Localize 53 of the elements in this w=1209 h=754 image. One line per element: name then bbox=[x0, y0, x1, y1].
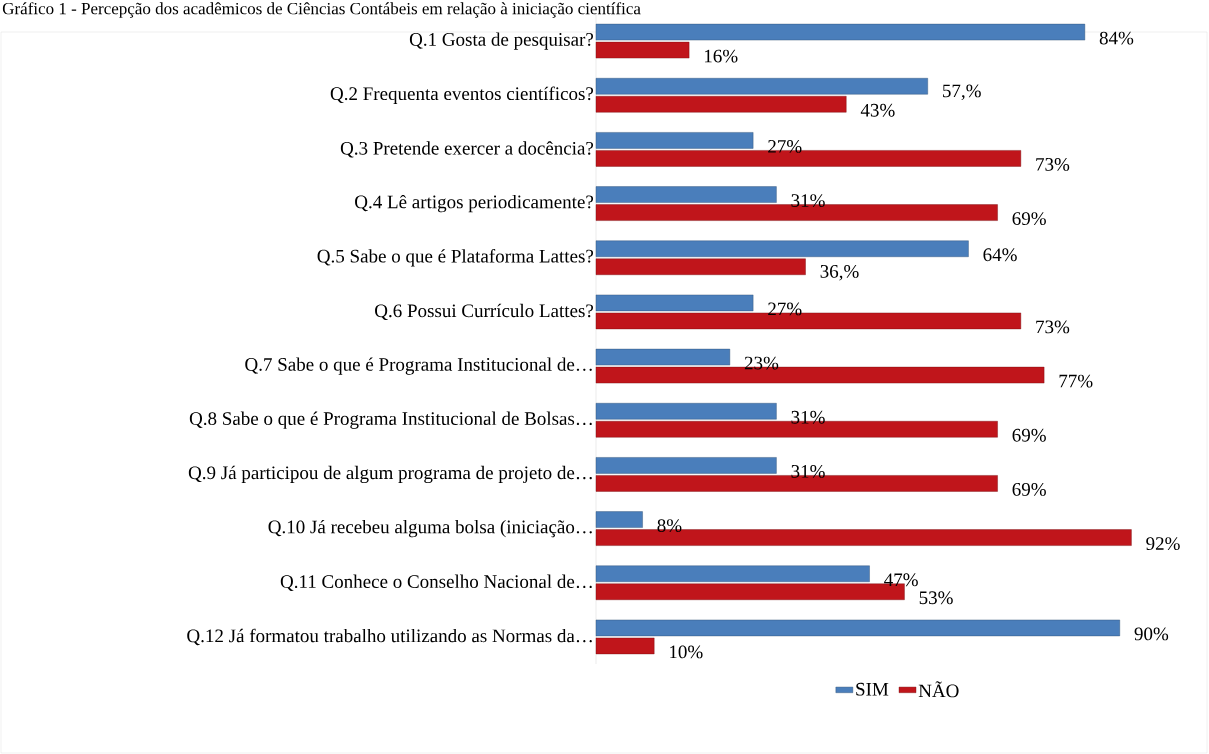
bar bbox=[595, 186, 777, 203]
bar bbox=[595, 78, 928, 95]
bar bbox=[595, 511, 643, 528]
legend-label: NÃO bbox=[918, 681, 959, 698]
bar bbox=[595, 294, 754, 312]
bar bbox=[595, 132, 754, 149]
legend-label: SIM bbox=[856, 682, 889, 696]
data-label: 27% bbox=[768, 139, 802, 153]
data-label: 77% bbox=[1059, 374, 1093, 388]
bar bbox=[595, 619, 1120, 637]
data-label: 36,% bbox=[820, 264, 859, 281]
bar bbox=[595, 457, 777, 474]
data-label: 64% bbox=[983, 248, 1017, 262]
y-tick-label: Q.7 Sabe o que é Programa Institucional de… bbox=[245, 357, 592, 375]
data-label: 57,% bbox=[943, 84, 981, 101]
data-label: 23% bbox=[744, 356, 779, 370]
data-label: 31% bbox=[791, 410, 825, 424]
y-tick-label: Q.10 Já recebeu alguma bolsa (iniciação… bbox=[268, 519, 592, 538]
data-label: 92% bbox=[1146, 537, 1180, 551]
data-label: 43% bbox=[860, 103, 895, 117]
y-tick-label: Q.3 Pretende exercer a docência? bbox=[340, 141, 594, 158]
y-tick-label: Q.1 Gosta de pesquisar? bbox=[409, 32, 594, 50]
data-label: 47% bbox=[884, 573, 918, 587]
y-tick-label: Q.2 Frequenta eventos científicos? bbox=[330, 86, 594, 104]
data-label: 69% bbox=[1012, 482, 1046, 496]
data-label: 69% bbox=[1012, 428, 1046, 442]
bar bbox=[595, 23, 1086, 41]
data-label: 84% bbox=[1099, 31, 1134, 45]
y-tick-label: Q.5 Sabe o que é Plataforma Lattes? bbox=[317, 249, 594, 267]
data-label: 31% bbox=[791, 464, 825, 478]
data-label: 10% bbox=[670, 645, 703, 659]
y-tick-label: Q.12 Já formatou trabalho utilizando as Normas da… bbox=[187, 628, 592, 646]
data-label: 69% bbox=[1012, 212, 1046, 226]
data-label: 27% bbox=[768, 302, 802, 316]
data-label: 16% bbox=[704, 49, 738, 63]
y-tick-label: Q.6 Possui Currículo Lattes? bbox=[375, 303, 594, 321]
bar bbox=[595, 41, 690, 59]
y-tick-label: Q.8 Sabe o que é Programa Institucional de Bolsas… bbox=[189, 411, 592, 429]
y-tick-label: Q.11 Conhece o Conselho Nacional de… bbox=[280, 574, 592, 591]
bar bbox=[595, 96, 847, 113]
y-tick-label: Q.4 Lê artigos periodicamente? bbox=[355, 194, 594, 213]
bar bbox=[595, 258, 806, 275]
bar bbox=[595, 403, 777, 420]
bar bbox=[595, 637, 655, 655]
bar bbox=[595, 565, 870, 582]
data-label: 90% bbox=[1134, 627, 1169, 641]
bar bbox=[595, 348, 731, 366]
bar bbox=[595, 240, 969, 257]
text: Gráfico 1 - Percepção dos acadêmicos de Ciências Contábeis em relação à iniciação científica bbox=[2, 2, 641, 18]
data-label: 53% bbox=[919, 591, 953, 605]
data-label: 73% bbox=[1036, 157, 1070, 171]
data-label: 73% bbox=[1036, 320, 1070, 334]
y-tick-label: Q.9 Já participou de algum programa de projeto de… bbox=[188, 465, 592, 484]
